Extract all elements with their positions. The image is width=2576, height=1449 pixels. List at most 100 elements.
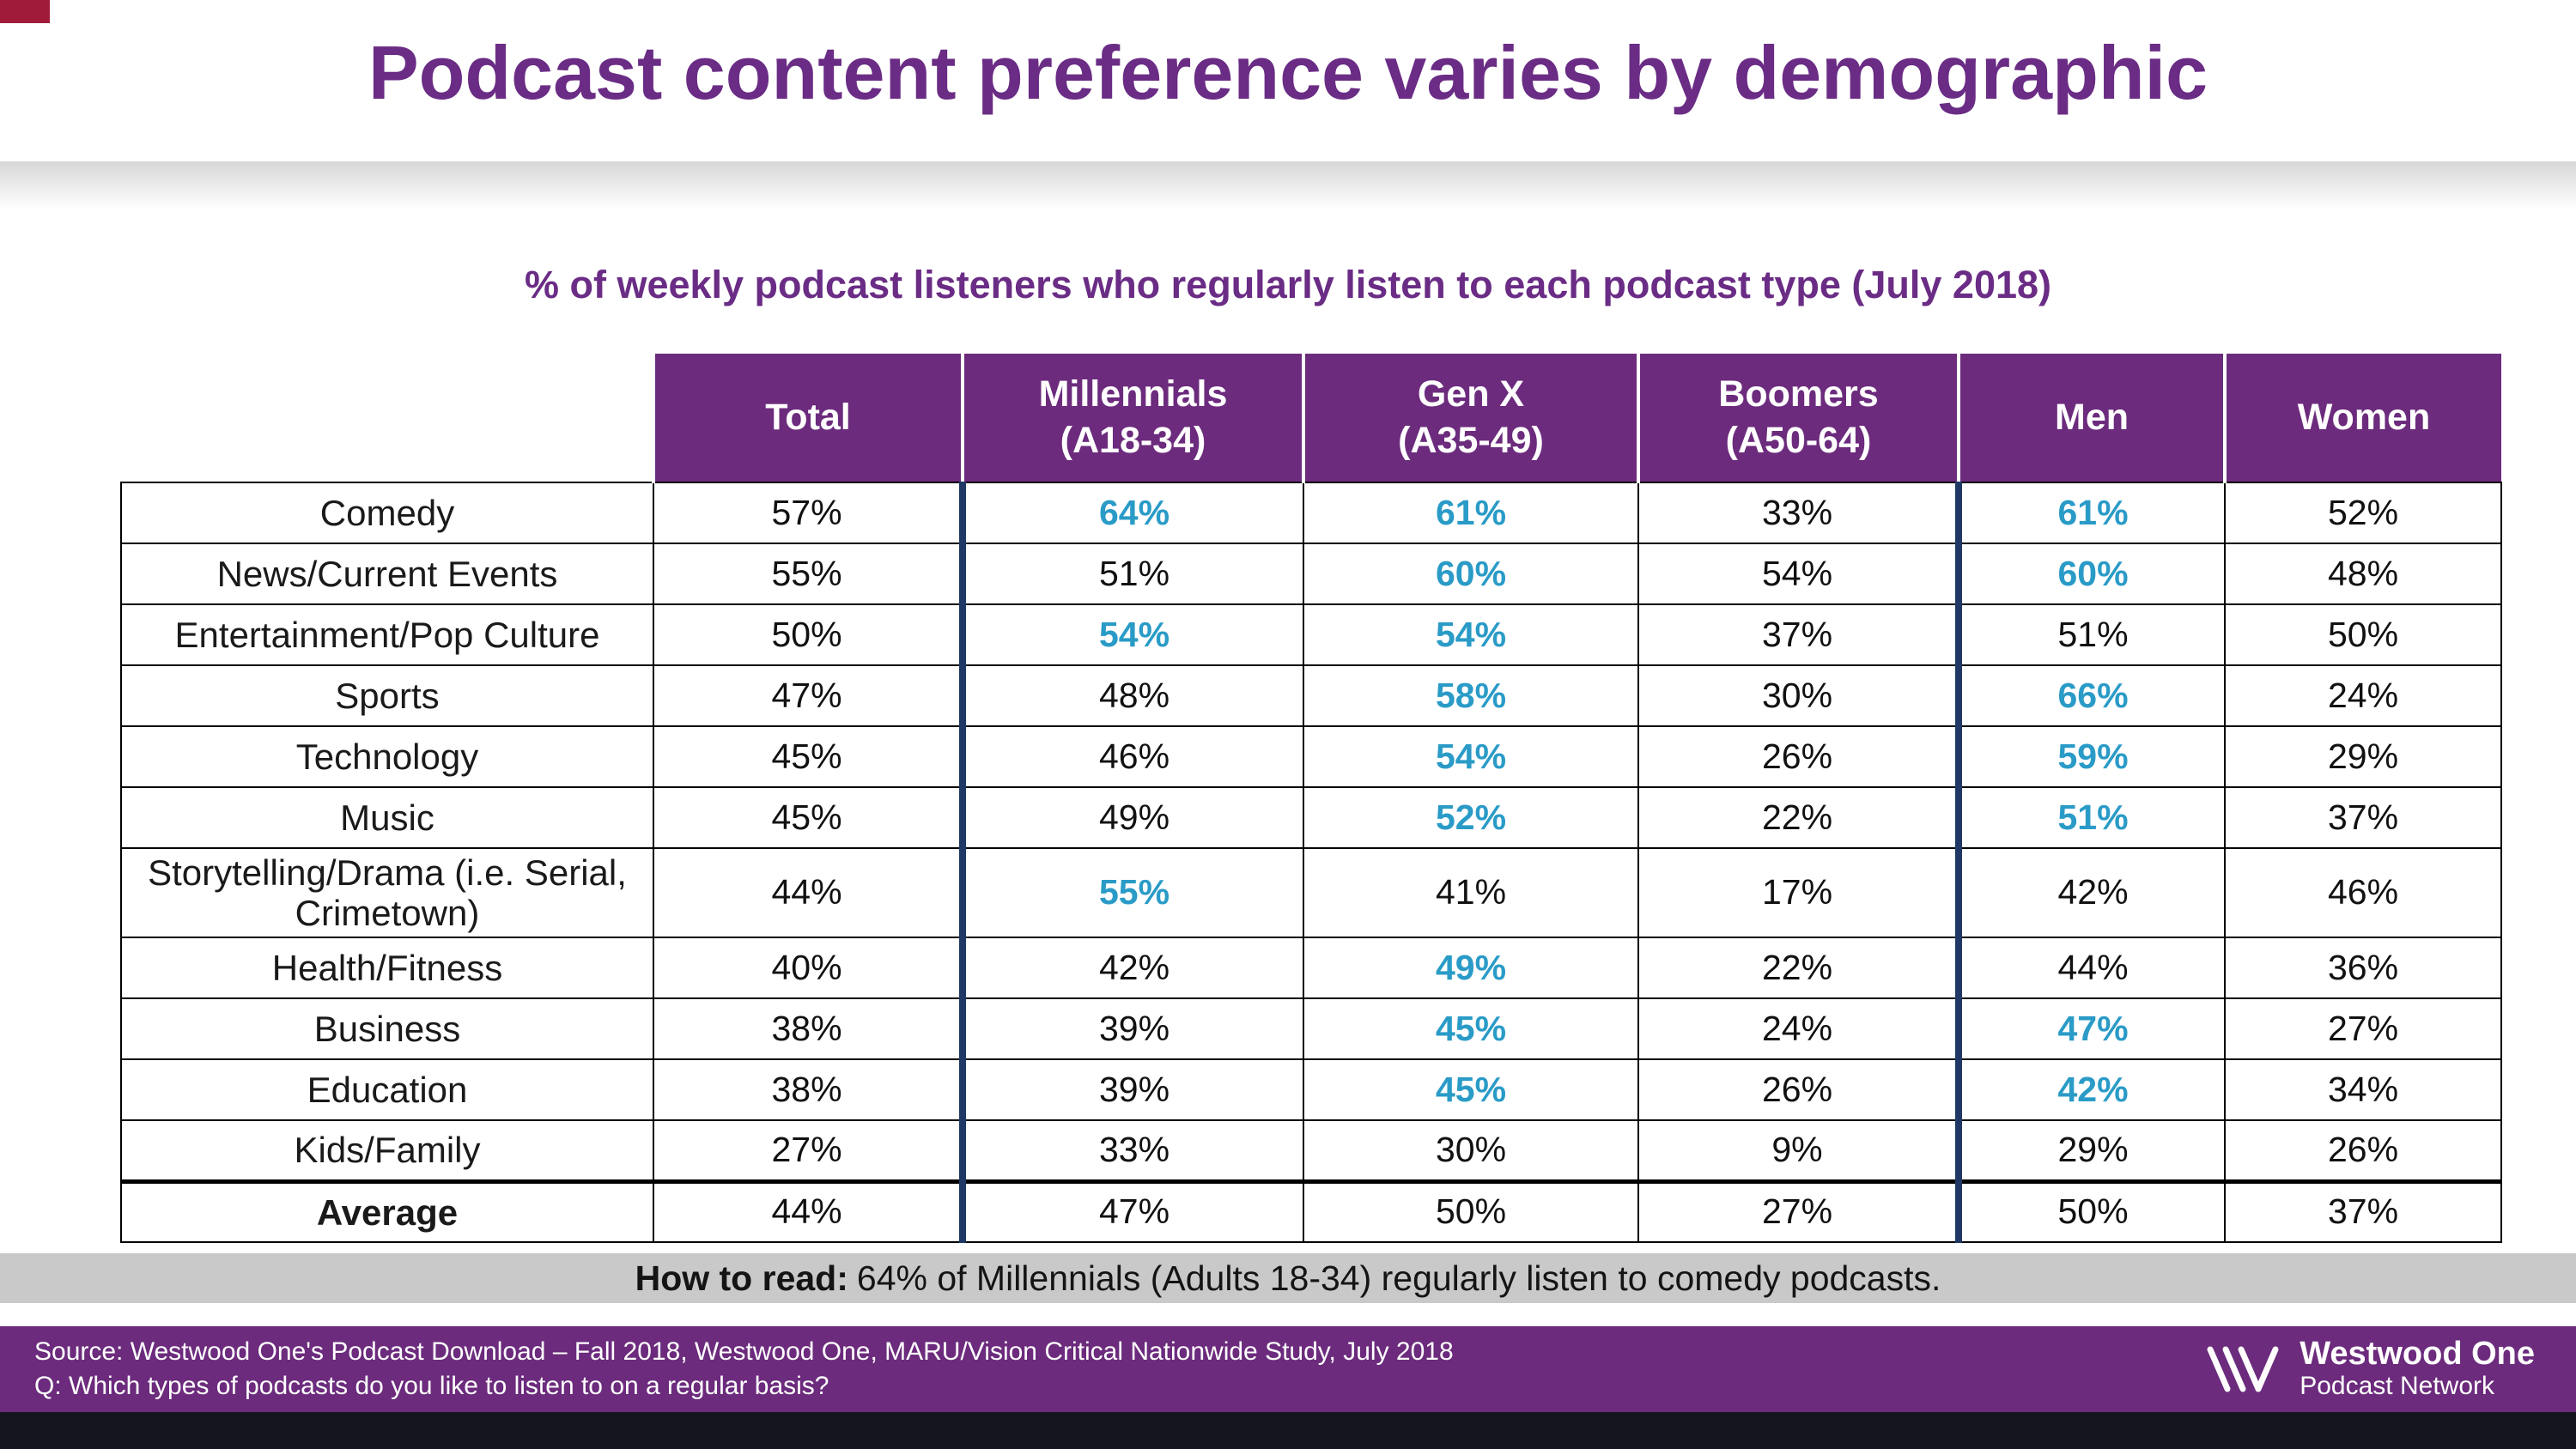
table-cell: 45% — [1303, 997, 1639, 1061]
table-cell: 48% — [2224, 543, 2502, 605]
column-header-women: Women — [2223, 354, 2501, 482]
column-header-total: Total — [652, 354, 963, 482]
row-label: Education — [120, 1058, 654, 1122]
table-cell: 38% — [653, 997, 963, 1061]
corner-flag — [0, 0, 50, 23]
column-header-millennials: Millennials (A18-34) — [961, 354, 1303, 482]
logo-subtitle: Podcast Network — [2300, 1371, 2494, 1400]
table-cell: 52% — [1303, 786, 1639, 849]
bottom-strip — [0, 1412, 2576, 1449]
table-cell: 33% — [959, 1119, 1304, 1183]
row-label: Average — [120, 1179, 654, 1244]
table-header: Total Millennials (A18-34) Gen X (A35-49) B… — [121, 354, 2501, 482]
table-cell: 61% — [1955, 482, 2226, 544]
table-cell: 51% — [959, 543, 1304, 605]
table-cell: 61% — [1303, 482, 1639, 544]
table-cell: 47% — [653, 664, 963, 727]
table-cell: 39% — [959, 1058, 1304, 1122]
table-cell: 50% — [1303, 1179, 1639, 1244]
column-header-men: Men — [1957, 354, 2225, 482]
table-cell: 50% — [1955, 1179, 2226, 1244]
table-cell: 51% — [1955, 786, 2226, 849]
table-cell: 44% — [653, 846, 963, 939]
table-cell: 49% — [1303, 937, 1639, 1000]
table-cell: 29% — [1955, 1119, 2226, 1183]
table-cell: 42% — [959, 937, 1304, 1000]
table-cell: 46% — [959, 725, 1304, 788]
table-cell: 54% — [1303, 725, 1639, 788]
table-cell: 54% — [959, 603, 1304, 666]
row-label: Kids/Family — [120, 1119, 654, 1183]
table-cell: 17% — [1637, 846, 1959, 939]
table-cell: 22% — [1637, 937, 1959, 1000]
table-cell: 44% — [1955, 937, 2226, 1000]
westwood-w-icon — [2207, 1346, 2279, 1392]
table-cell: 46% — [2224, 846, 2502, 939]
table-cell: 37% — [2224, 1179, 2502, 1244]
how-to-read-text: 64% of Millennials (Adults 18-34) regula… — [856, 1258, 1941, 1298]
row-label: Entertainment/Pop Culture — [120, 603, 654, 666]
table-cell: 9% — [1637, 1119, 1959, 1183]
logo-text: Westwood One Podcast Network — [2300, 1337, 2535, 1401]
column-header-boomers: Boomers (A50-64) — [1637, 354, 1959, 482]
question-line: Q: Which types of podcasts do you like t… — [34, 1372, 829, 1400]
table-row-health-fitness: Health/Fitness 40% 42% 49% 22% 44% 36% — [120, 937, 2502, 1000]
how-to-read-bar: How to read: 64% of Millennials (Adults 1… — [0, 1253, 2576, 1303]
table-cell: 60% — [1955, 543, 2226, 605]
table-cell: 60% — [1303, 543, 1639, 605]
how-to-read-label: How to read: — [635, 1258, 848, 1298]
table-cell: 27% — [2224, 997, 2502, 1061]
table-cell: 64% — [959, 482, 1304, 544]
table-cell: 29% — [2224, 725, 2502, 788]
table-cell: 30% — [1637, 664, 1959, 727]
row-label: News/Current Events — [120, 543, 654, 605]
table-cell: 44% — [653, 1179, 963, 1244]
table-row-storytelling-drama-i-e-serial-crimetown: Storytelling/Drama (i.e. Serial, Crimeto… — [120, 846, 2502, 939]
table-cell: 37% — [1637, 603, 1959, 666]
table-row-music: Music 45% 49% 52% 22% 51% 37% — [120, 786, 2502, 849]
table-row-education: Education 38% 39% 45% 26% 42% 34% — [120, 1058, 2502, 1122]
table-cell: 40% — [653, 937, 963, 1000]
table-cell: 26% — [1637, 725, 1959, 788]
table-row-news-current-events: News/Current Events 55% 51% 60% 54% 60% 48% — [120, 543, 2502, 605]
row-label: Sports — [120, 664, 654, 727]
table-row-average: Average 44% 47% 50% 27% 50% 37% — [120, 1179, 2502, 1244]
table-cell: 26% — [1637, 1058, 1959, 1122]
table-row-kids-family: Kids/Family 27% 33% 30% 9% 29% 26% — [120, 1119, 2502, 1183]
corner-cell — [121, 354, 653, 482]
table-cell: 57% — [653, 482, 963, 544]
table-cell: 24% — [1637, 997, 1959, 1061]
footer-bar: Source: Westwood One's Podcast Download … — [0, 1326, 2576, 1412]
column-header-gen-x: Gen X (A35-49) — [1302, 354, 1638, 482]
table-row-business: Business 38% 39% 45% 24% 47% 27% — [120, 997, 2502, 1061]
row-label: Music — [120, 786, 654, 849]
table-cell: 33% — [1637, 482, 1959, 544]
table-cell: 27% — [653, 1119, 963, 1183]
table-cell: 27% — [1637, 1179, 1959, 1244]
table-cell: 36% — [2224, 937, 2502, 1000]
table-cell: 50% — [653, 603, 963, 666]
table-cell: 55% — [653, 543, 963, 605]
table-cell: 47% — [1955, 997, 2226, 1061]
table-cell: 42% — [1955, 1058, 2226, 1122]
podcast-preference-table: Total Millennials (A18-34) Gen X (A35-49) B… — [120, 354, 2502, 1244]
table-cell: 45% — [653, 725, 963, 788]
table-cell: 39% — [959, 997, 1304, 1061]
table-cell: 45% — [1303, 1058, 1639, 1122]
table-cell: 50% — [2224, 603, 2502, 666]
logo-name: Westwood One — [2300, 1335, 2535, 1372]
table-cell: 38% — [653, 1058, 963, 1122]
table-body: Comedy 57% 64% 61% 33% 61% 52% News/Current Eve… — [120, 482, 2502, 1244]
source-line: Source: Westwood One's Podcast Download … — [34, 1337, 1454, 1366]
chart-subtitle: % of weekly podcast listeners who regula… — [524, 263, 2052, 306]
westwood-one-logo: Westwood One Podcast Network — [2203, 1337, 2535, 1401]
table-cell: 48% — [959, 664, 1304, 727]
table-cell: 66% — [1955, 664, 2226, 727]
row-label: Business — [120, 997, 654, 1061]
table-cell: 26% — [2224, 1119, 2502, 1183]
table-row-entertainment-pop-culture: Entertainment/Pop Culture 50% 54% 54% 37% 51%… — [120, 603, 2502, 666]
table-cell: 34% — [2224, 1058, 2502, 1122]
table-cell: 30% — [1303, 1119, 1639, 1183]
table-cell: 49% — [959, 786, 1304, 849]
title-shadow — [0, 161, 2576, 209]
